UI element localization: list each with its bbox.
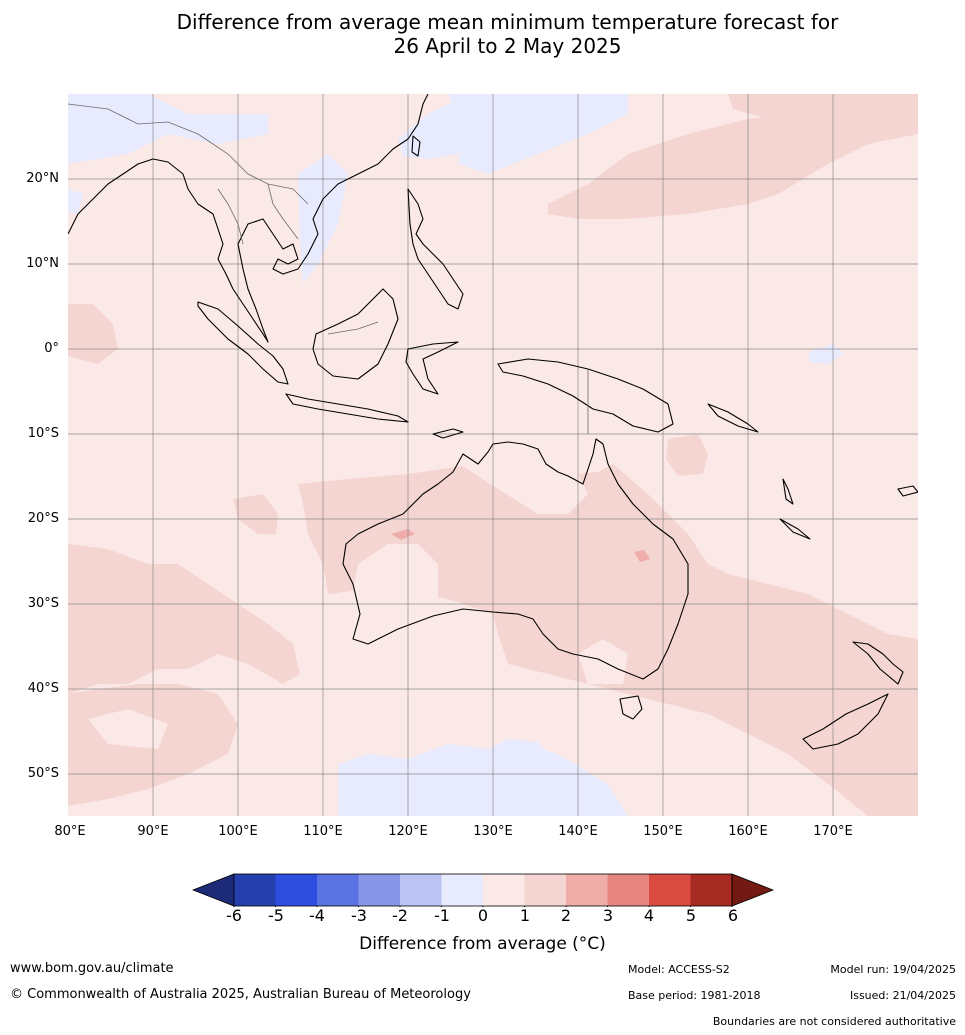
coast-solomon [707, 403, 759, 433]
lon-label-150e: 150°E [643, 824, 683, 839]
copyright-text: © Commonwealth of Australia 2025, Austra… [10, 987, 471, 1002]
graticule [68, 94, 918, 816]
colorbar-tick: -5 [268, 906, 284, 925]
colorbar-cell [234, 874, 276, 906]
base-period-text: Base period: 1981-2018 [628, 989, 761, 1002]
coast-australia [342, 438, 689, 680]
anomaly-map [68, 94, 918, 816]
coastlines [68, 94, 918, 750]
anomaly-area-2-3-wa [391, 529, 415, 540]
colorbar-cell [649, 874, 691, 906]
lat-label-40s: 40°S [27, 681, 59, 696]
lat-label-30s: 30°S [27, 596, 59, 611]
anomaly-area-pos-nw-top [728, 94, 918, 129]
lon-label-90e: 90°E [137, 824, 169, 839]
issued-text: Issued: 21/04/2025 [849, 989, 956, 1002]
lat-label-20n: 20°N [26, 171, 59, 186]
lat-label-10n: 10°N [26, 256, 59, 271]
colorbar-cell [566, 874, 608, 906]
colorbar-tick: 3 [602, 906, 614, 925]
lon-label-100e: 100°E [218, 824, 258, 839]
coast-nz-south [802, 693, 889, 750]
coast-vanuatu [782, 478, 794, 505]
disclaimer-text: Boundaries are not considered authoritat… [712, 1015, 956, 1028]
colorbar-tick: -6 [226, 906, 242, 925]
lon-label-170e: 170°E [813, 824, 853, 839]
lon-label-120e: 120°E [388, 824, 428, 839]
coast-philippines [407, 188, 464, 310]
colorbar-cell [483, 874, 525, 906]
colorbar-extension-low [192, 873, 235, 907]
colorbar-cell [358, 874, 400, 906]
lon-label-160e: 160°E [728, 824, 768, 839]
lon-label-80e: 80°E [54, 824, 86, 839]
coast-sulawesi [405, 341, 459, 395]
colorbar-cell [441, 874, 483, 906]
anomaly-area-pos-png [666, 434, 708, 476]
colorbar-label: Difference from average (°C) [359, 934, 606, 954]
anomaly-area-neg-left [68, 189, 83, 214]
coast-tasmania [619, 695, 643, 720]
colorbar-cell [690, 874, 732, 906]
anomaly-area-neg-south [338, 739, 628, 816]
website-text: www.bom.gov.au/climate [10, 961, 174, 976]
anomaly-area-2-3-central [634, 550, 650, 562]
colorbar-tick: -2 [392, 906, 408, 925]
colorbar-tick: 0 [477, 906, 489, 925]
colorbar-cell [275, 874, 317, 906]
colorbar-cell [400, 874, 442, 906]
lat-label-20s: 20°S [27, 511, 59, 526]
lat-label-50s: 50°S [27, 766, 59, 781]
colorbar-tick: 1 [519, 906, 531, 925]
anomaly-area-neg-nw [68, 94, 268, 164]
lat-label-0: 0° [44, 341, 59, 356]
colorbar-tick: 4 [643, 906, 655, 925]
coast-nz-north [852, 641, 904, 685]
coast-borneo [312, 288, 399, 380]
map-title: Difference from average mean minimum tem… [0, 10, 965, 58]
anomaly-area-neg-south2 [508, 739, 548, 756]
title-line-1: Difference from average mean minimum tem… [176, 10, 839, 34]
coast-sumatra [197, 301, 289, 385]
coast-asia-mainland [68, 94, 429, 343]
colorbar-cells [192, 873, 774, 907]
colorbar-tick: -3 [351, 906, 367, 925]
model-run-text: Model run: 19/04/2025 [830, 963, 956, 976]
coast-java [285, 393, 409, 423]
model-text: Model: ACCESS-S2 [628, 963, 730, 976]
lat-label-10s: 10°S [27, 426, 59, 441]
colorbar-tick: 5 [685, 906, 697, 925]
colorbar-tick: -1 [434, 906, 450, 925]
colorbar-tick: 2 [560, 906, 572, 925]
coast-taiwan [411, 135, 421, 157]
anomaly-area-pos-australia [298, 464, 918, 816]
coast-timor [432, 428, 464, 439]
lon-label-110e: 110°E [303, 824, 343, 839]
coast-fiji [897, 485, 918, 497]
colorbar-cell [607, 874, 649, 906]
country-boundaries [68, 103, 589, 434]
lon-label-140e: 140°E [558, 824, 598, 839]
colorbar-tick: 6 [727, 906, 739, 925]
anomaly-area-pos-indian-w [233, 494, 278, 534]
colorbar [192, 873, 774, 907]
colorbar-cell [317, 874, 359, 906]
anomaly-area-pos-indian-sw [68, 544, 300, 694]
colorbar-tick: -4 [309, 906, 325, 925]
coast-new-guinea [497, 358, 674, 433]
lon-label-130e: 130°E [473, 824, 513, 839]
title-line-2: 26 April to 2 May 2025 [393, 34, 622, 58]
anomaly-area-0-1-sw-inset [88, 709, 168, 749]
coast-new-caledonia [779, 518, 811, 540]
anomaly-area-0-1-wa [353, 544, 438, 614]
colorbar-cell [524, 874, 566, 906]
colorbar-extension-high [731, 873, 774, 907]
